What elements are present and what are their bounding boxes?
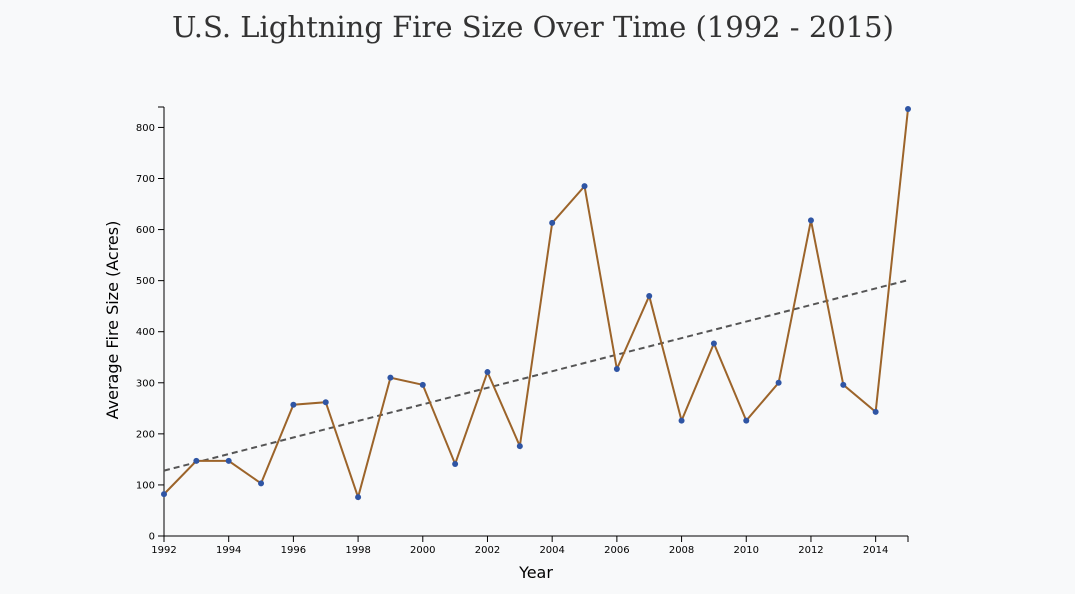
x-tick-label: 1994: [216, 545, 241, 556]
data-point: [872, 408, 879, 415]
y-tick-label: 600: [136, 225, 155, 236]
x-tick-label: 2004: [539, 545, 564, 556]
data-point: [678, 417, 685, 424]
data-point: [322, 399, 329, 406]
y-tick-label: 800: [136, 123, 155, 134]
x-axis-label: Year: [518, 563, 553, 582]
y-axis-label: Average Fire Size (Acres): [103, 221, 122, 420]
y-tick-label: 200: [136, 429, 155, 440]
x-tick-label: 2006: [604, 545, 629, 556]
data-point: [710, 340, 717, 347]
data-point: [355, 494, 362, 501]
x-tick-label: 2014: [863, 545, 888, 556]
data-point: [613, 365, 620, 372]
data-point: [516, 443, 523, 450]
x-tick-label: 2002: [475, 545, 500, 556]
x-tick-label: 2012: [798, 545, 823, 556]
trend-line: [163, 279, 909, 472]
series-line: [163, 108, 909, 501]
x-tick-label: 2008: [669, 545, 694, 556]
y-axis: 0 100 200 300 400 500 600 700 800 Average Fire S…: [103, 106, 165, 543]
data-point: [775, 379, 782, 386]
y-tick-label: 300: [136, 378, 155, 389]
data-point: [387, 374, 394, 381]
x-axis: 1992 1994 1996 1998 2000 2002 2004 2006 2008 2010…: [151, 535, 909, 582]
data-point: [646, 292, 653, 299]
data-point: [419, 381, 426, 388]
y-tick-label: 100: [136, 480, 155, 491]
x-tick-label: 2000: [410, 545, 435, 556]
data-point: [258, 480, 265, 487]
y-tick-label: 400: [136, 327, 155, 338]
plot-area: [161, 106, 911, 501]
data-point: [161, 491, 167, 498]
data-point: [193, 457, 200, 464]
data-point: [743, 417, 750, 424]
y-tick-label: 500: [136, 276, 155, 287]
data-point: [225, 457, 232, 464]
x-tick-label: 1992: [151, 545, 176, 556]
data-point: [581, 183, 588, 190]
x-tick-label: 1996: [281, 545, 306, 556]
data-point: [840, 381, 847, 388]
data-point: [484, 369, 491, 376]
chart-title: U.S. Lightning Fire Size Over Time (1992…: [172, 10, 894, 44]
x-tick-label: 1998: [345, 545, 370, 556]
data-point: [549, 219, 556, 226]
data-point: [807, 217, 814, 224]
data-point: [452, 460, 459, 467]
y-tick-label: 700: [136, 174, 155, 185]
x-tick-label: 2010: [734, 545, 759, 556]
data-point: [905, 106, 911, 113]
data-point: [290, 401, 297, 408]
y-tick-label: 0: [149, 532, 155, 543]
